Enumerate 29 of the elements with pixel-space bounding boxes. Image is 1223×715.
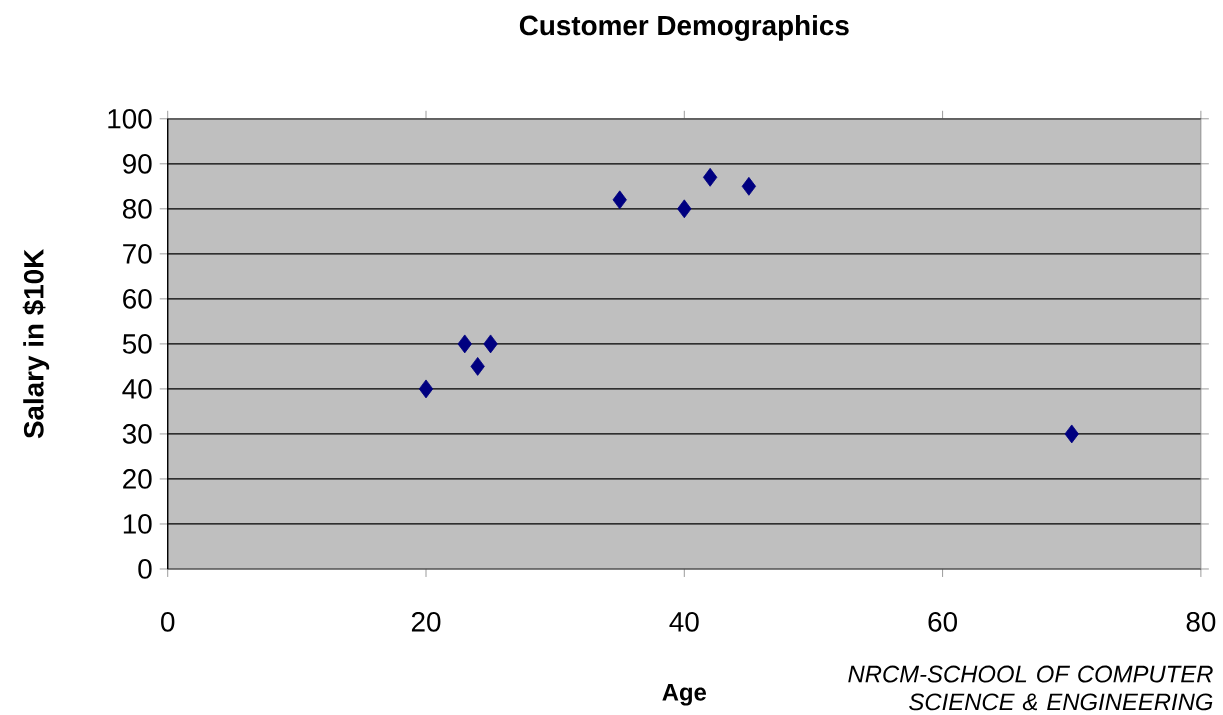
point: [470, 357, 485, 376]
point: [418, 379, 434, 399]
point: [741, 177, 757, 196]
y-tick-label: 20: [123, 469, 152, 489]
x-tick-label: 60: [928, 612, 957, 632]
y-axis-title: Salary in $10K: [22, 249, 50, 439]
point: [483, 334, 498, 354]
point: [612, 190, 627, 210]
x-tick-label: 40: [669, 612, 699, 632]
y-tick-label: 90: [123, 154, 152, 174]
y-tick-label: 70: [123, 244, 152, 264]
x-axis-title: Age: [662, 684, 707, 706]
y-tick-label: 50: [122, 334, 152, 354]
point: [677, 199, 692, 219]
text: NRCM-SCHOOL OF COMPUTER SCIENCE & ENGINEERING: [848, 665, 1213, 711]
point: [1064, 424, 1079, 444]
y-tick-label: 10: [123, 514, 152, 534]
x-tick-label: 80: [1186, 612, 1216, 632]
y-tick-label: 80: [122, 199, 152, 219]
x-tick-label: 0: [161, 612, 175, 632]
point: [702, 168, 718, 187]
y-tick-label: 40: [122, 379, 152, 399]
point: [457, 334, 472, 354]
y-tick-label: 60: [123, 289, 152, 309]
y-tick-label: 0: [138, 559, 152, 579]
y-tick-label: 30: [122, 424, 152, 444]
chart-title: Customer Demographics: [519, 15, 849, 42]
x-tick-label: 20: [411, 612, 441, 632]
y-tick-label: 100: [108, 109, 152, 129]
